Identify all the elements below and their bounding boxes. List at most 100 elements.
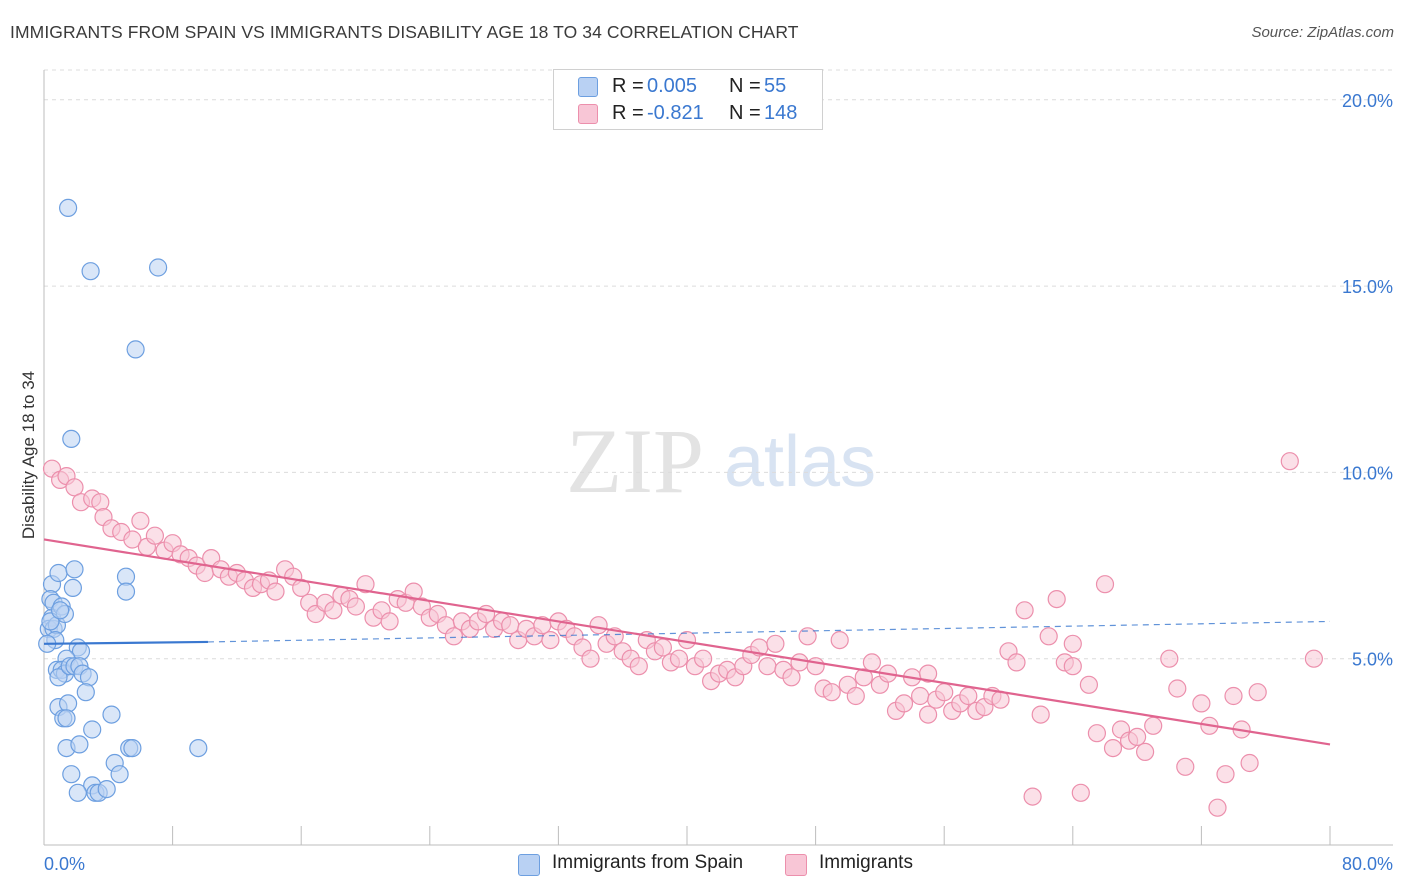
spain-point: [62, 765, 81, 784]
immigrants-point: [123, 530, 142, 549]
immigrants-point: [846, 686, 865, 706]
r-value: -0.821: [647, 102, 704, 124]
immigrants-point: [758, 657, 777, 676]
spain-point: [97, 779, 116, 799]
immigrants-point: [145, 526, 164, 545]
spain-point: [50, 601, 70, 620]
immigrants-point: [854, 668, 873, 687]
series-legend: Immigrants from Spain Immigrants: [0, 851, 1406, 879]
spain-point: [126, 340, 145, 359]
n-value: 148: [764, 102, 798, 124]
immigrants-point: [1095, 575, 1115, 594]
spain-point: [81, 262, 100, 281]
immigrants-point: [798, 627, 817, 646]
immigrants-point: [404, 582, 423, 601]
immigrants-point: [1087, 724, 1107, 743]
watermark-zip: ZIP: [566, 410, 704, 512]
spain-point: [149, 258, 168, 277]
r-value: 0.005: [647, 75, 698, 97]
immigrants-point: [1047, 589, 1066, 609]
legend-swatch-spain: [518, 854, 540, 876]
immigrants-point: [653, 638, 673, 657]
immigrants-point: [1063, 634, 1082, 653]
immigrants-point: [65, 478, 84, 497]
immigrants-point: [1031, 705, 1050, 724]
immigrants-point: [1023, 787, 1042, 806]
watermark-atlas: atlas: [724, 422, 876, 502]
chart-title: IMMIGRANTS FROM SPAIN VS IMMIGRANTS DISA…: [10, 22, 799, 42]
immigrants-point: [131, 511, 150, 530]
immigrants-point: [581, 649, 600, 668]
immigrants-point: [1216, 765, 1235, 784]
spain-point: [62, 429, 81, 448]
immigrants-point: [266, 582, 285, 601]
spain-point: [58, 198, 78, 217]
spain-point: [49, 563, 68, 583]
spain-point: [63, 578, 83, 598]
source-credit: Source: ZipAtlas.com: [1251, 24, 1394, 41]
immigrants-point: [1248, 683, 1267, 702]
immigrants-point: [1071, 783, 1090, 802]
immigrants-point: [806, 657, 825, 676]
immigrants-point: [1160, 649, 1179, 668]
legend-label: Immigrants from Spain: [552, 852, 744, 873]
immigrants-point: [790, 653, 809, 672]
spain-point: [65, 560, 84, 579]
immigrants-point: [380, 612, 399, 631]
spain-point: [70, 735, 89, 754]
immigrants-point: [1280, 452, 1299, 471]
immigrants-point: [894, 694, 914, 713]
immigrants-trend-line: [43, 538, 1331, 746]
spain-point: [76, 683, 95, 702]
immigrants-point: [444, 627, 463, 646]
immigrants-point: [589, 616, 608, 635]
immigrants-point: [918, 664, 938, 683]
immigrants-point: [1208, 798, 1227, 817]
grid-lines: [44, 69, 1393, 660]
immigrants-point: [918, 705, 938, 724]
y-tick-label: 5.0%: [1352, 650, 1393, 670]
immigrants-point: [1176, 757, 1195, 776]
n-label: N =: [729, 75, 761, 97]
immigrants-point: [830, 630, 849, 650]
immigrants-point: [935, 683, 954, 702]
r-label: R =: [612, 75, 644, 97]
stats-row-spain: R = 0.005 N = 55: [554, 74, 824, 100]
immigrants-point: [1168, 679, 1187, 698]
spain-point: [57, 709, 76, 728]
spain-point: [189, 738, 208, 758]
legend-label: Immigrants: [819, 852, 913, 873]
immigrants-point: [629, 657, 648, 676]
axes: [43, 70, 1393, 846]
immigrants-point: [693, 649, 713, 668]
immigrants-point: [1079, 675, 1099, 694]
immigrants-point: [822, 683, 841, 702]
immigrants-point: [1144, 716, 1163, 735]
x-tick-label-min: 0.0%: [44, 854, 85, 874]
immigrants-point: [862, 653, 882, 672]
immigrants-point: [1135, 742, 1155, 762]
spain-point: [83, 720, 102, 739]
immigrants-point: [1127, 727, 1147, 747]
legend-swatch-immigrants: [785, 854, 807, 876]
n-value: 55: [764, 75, 787, 97]
axis-labels: Disability Age 18 to 34 0.0% 80.0% 5.0% 1…: [19, 91, 1393, 874]
x-tick-label-max: 80.0%: [1342, 854, 1393, 874]
data-points: [38, 198, 1324, 817]
spain-trend-extension: [207, 620, 1331, 643]
spain-trend-line: [43, 640, 208, 645]
spain-point: [68, 783, 87, 802]
legend-swatch-spain: [578, 77, 598, 97]
immigrants-point: [669, 649, 689, 668]
spain-point: [102, 705, 121, 724]
spain-point: [49, 668, 68, 687]
immigrants-point: [324, 601, 343, 620]
y-axis-label: Disability Age 18 to 34: [19, 371, 38, 539]
n-label: N =: [729, 102, 761, 124]
spain-point: [123, 738, 142, 758]
immigrants-point: [1015, 601, 1034, 620]
y-tick-label: 15.0%: [1342, 277, 1393, 297]
immigrants-point: [1103, 738, 1123, 758]
stats-row-immigrants: R = -0.821 N = 148: [554, 101, 824, 127]
